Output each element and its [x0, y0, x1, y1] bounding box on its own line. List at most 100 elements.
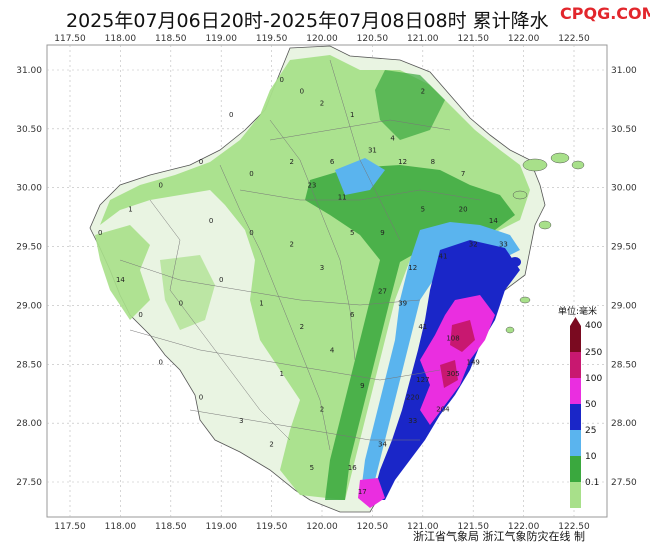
station-value: 3 — [320, 264, 324, 272]
station-value: 220 — [406, 394, 419, 402]
station-value: 1 — [350, 111, 354, 119]
station-value: 149 — [467, 358, 480, 366]
map-title: 2025年07月06日20时-2025年07月08日08时 累计降水 — [66, 10, 549, 32]
station-value: 0 — [98, 229, 102, 237]
station-value: 0 — [300, 88, 304, 96]
station-value: 27 — [378, 288, 387, 296]
lat-tick-label: 30.50 — [16, 125, 42, 135]
lon-tick-label: 118.00 — [105, 522, 137, 532]
lat-tick-label: 29.50 — [611, 243, 637, 253]
lon-tick-label: 118.50 — [155, 522, 187, 532]
station-value: 4 — [390, 135, 395, 143]
station-value: 41 — [418, 323, 427, 331]
lat-ticks-right: 31.00 30.50 30.00 29.50 29.00 28.50 28.00 27.50 — [611, 66, 637, 488]
station-value: 8 — [431, 158, 435, 166]
station-value: 41 — [438, 252, 447, 260]
lat-tick-label: 29.00 — [16, 301, 42, 311]
lat-tick-label: 31.00 — [16, 66, 42, 76]
lat-tick-label: 31.00 — [611, 66, 637, 76]
lon-tick-label: 122.00 — [508, 522, 540, 532]
station-value: 0 — [249, 170, 253, 178]
legend-swatch — [570, 326, 581, 352]
station-value: 6 — [330, 158, 335, 166]
lat-tick-label: 28.50 — [16, 360, 42, 370]
station-value: 14 — [116, 276, 125, 284]
lat-tick-label: 28.00 — [611, 419, 637, 429]
lon-tick-label: 119.00 — [205, 522, 237, 532]
legend: 单位:毫米 400 250 100 50 25 10 0.1 — [558, 305, 602, 508]
station-value: 2 — [320, 405, 324, 413]
station-value: 0 — [229, 111, 233, 119]
station-value: 0 — [209, 217, 213, 225]
lon-tick-label: 118.50 — [155, 34, 187, 44]
legend-label: 100 — [585, 374, 602, 384]
station-value: 33 — [499, 241, 508, 249]
lat-tick-label: 28.50 — [611, 360, 637, 370]
station-value: 16 — [348, 464, 357, 472]
station-value: 0 — [219, 276, 223, 284]
lat-tick-label: 27.50 — [16, 478, 42, 488]
lon-tick-label: 122.50 — [558, 522, 590, 532]
offshore-island-blue — [509, 257, 521, 267]
rain-zone-100-250 — [420, 295, 495, 425]
lat-tick-label: 29.50 — [16, 243, 42, 253]
legend-label: 25 — [585, 426, 596, 436]
station-value: 1 — [279, 370, 283, 378]
station-value: 204 — [436, 405, 450, 413]
watermark-text: CPQG.COM — [560, 4, 650, 23]
county-boundaries — [119, 59, 481, 451]
rain-zone-25-50 — [335, 158, 385, 195]
lat-tick-label: 30.00 — [611, 184, 637, 194]
legend-label: 250 — [585, 348, 602, 358]
lon-tick-label: 120.50 — [357, 34, 389, 44]
lon-tick-label: 121.00 — [407, 34, 439, 44]
station-value: 0 — [158, 358, 162, 366]
station-value: 7 — [461, 170, 465, 178]
station-value: 2 — [421, 88, 425, 96]
lon-tick-label: 118.00 — [105, 34, 137, 44]
lon-tick-label: 120.00 — [306, 34, 338, 44]
legend-title: 单位:毫米 — [558, 305, 597, 317]
lon-tick-label: 119.50 — [256, 34, 288, 44]
station-value: 1 — [259, 299, 263, 307]
legend-arrow — [570, 317, 581, 326]
lon-tick-label: 120.00 — [306, 522, 338, 532]
lon-tick-label: 121.50 — [457, 522, 489, 532]
lat-tick-label: 27.50 — [611, 478, 637, 488]
station-value: 1 — [128, 205, 132, 213]
station-value: 39 — [398, 299, 407, 307]
lon-tick-label: 121.50 — [457, 34, 489, 44]
station-value: 2 — [269, 441, 273, 449]
station-value: 0 — [199, 394, 203, 402]
station-value: 12 — [398, 158, 407, 166]
lon-tick-label: 119.50 — [256, 522, 288, 532]
legend-label: 0.1 — [585, 478, 599, 488]
station-value: 2 — [290, 241, 294, 249]
station-value: 4 — [330, 347, 335, 355]
rain-zone-0-1 — [100, 55, 530, 500]
rain-zone-10-25-north — [375, 70, 445, 140]
lon-ticks-bottom: 117.50 118.00 118.50 119.00 119.50 120.00 120.… — [54, 522, 590, 532]
station-value: 2 — [320, 99, 324, 107]
station-value: 2 — [300, 323, 304, 331]
legend-label: 400 — [585, 321, 602, 331]
station-value: 17 — [358, 488, 367, 496]
lat-tick-label: 29.00 — [611, 301, 637, 311]
station-value: 5 — [310, 464, 314, 472]
lon-tick-label: 120.50 — [357, 522, 389, 532]
station-value: 9 — [360, 382, 364, 390]
legend-label: 50 — [585, 400, 597, 410]
legend-swatch — [570, 456, 581, 482]
coastal-islands — [505, 152, 585, 334]
station-value: 34 — [378, 441, 387, 449]
lon-tick-label: 122.00 — [508, 34, 540, 44]
lon-ticks-top: 117.50 118.00 118.50 119.00 119.50 120.00 120.… — [54, 34, 590, 44]
station-value: 14 — [489, 217, 498, 225]
station-value: 9 — [380, 229, 384, 237]
station-value: 5 — [421, 205, 425, 213]
station-value: 0 — [249, 229, 253, 237]
station-value: 305 — [446, 370, 459, 378]
station-value: 32 — [469, 241, 478, 249]
